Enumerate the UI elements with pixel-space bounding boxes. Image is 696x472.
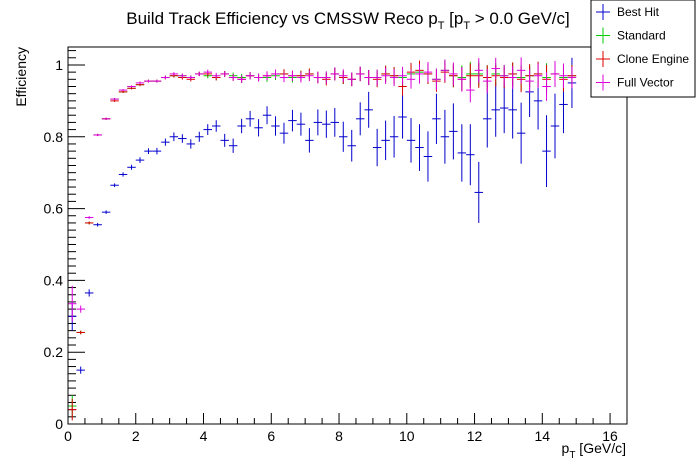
x-tick-label: 2: [132, 428, 140, 444]
x-tick-label: 0: [64, 428, 72, 444]
legend-box: [590, 0, 696, 98]
x-tick-label: 6: [267, 428, 275, 444]
legend-label: Standard: [617, 29, 666, 43]
x-tick-label: 10: [399, 428, 415, 444]
plot-frame: [67, 46, 628, 425]
y-tick-label: 0.2: [44, 344, 64, 360]
y-tick-label: 0.8: [44, 129, 64, 145]
series-full-vector: [68, 57, 577, 322]
y-tick-labels: 0 0.2 0.4 0.6 0.8 1: [44, 57, 64, 432]
y-axis-title: Efficiency: [13, 47, 29, 107]
legend-label: Clone Engine: [617, 52, 689, 66]
x-tick-labels: 0 2 4 6 8 10 12 14 16: [64, 428, 618, 444]
y-tick-label: 0.6: [44, 201, 64, 217]
x-tick-label: 16: [602, 428, 618, 444]
chart-title: Build Track Efficiency vs CMSSW Reco pT …: [126, 9, 570, 32]
legend-label: Full Vector: [617, 76, 674, 90]
x-tick-label: 12: [467, 428, 483, 444]
x-tick-label: 4: [200, 428, 208, 444]
x-axis-title: pT [GeV/c]: [562, 440, 626, 461]
legend-label: Best Hit: [617, 5, 660, 19]
y-tick-label: 1: [55, 57, 63, 73]
legend: Best Hit Standard Clone Engine Full Vector: [590, 0, 696, 98]
y-tick-label: 0: [55, 416, 63, 432]
x-tick-label: 14: [535, 428, 551, 444]
x-tick-label: 8: [335, 428, 343, 444]
data-series: [68, 57, 577, 421]
y-tick-label: 0.4: [44, 272, 64, 288]
